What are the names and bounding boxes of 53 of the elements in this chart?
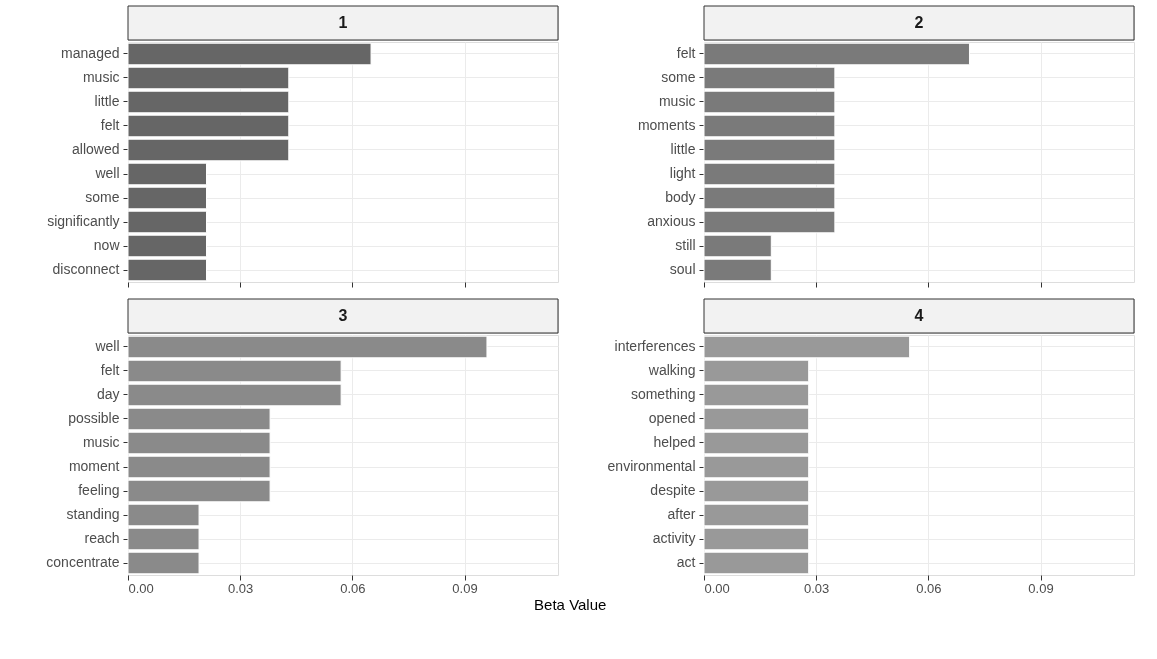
y-tick-label: standing: [66, 506, 120, 522]
y-tick-label: felt: [100, 362, 120, 378]
y-tick-label: interferences: [614, 338, 696, 354]
y-tick-label: music: [658, 93, 696, 109]
y-tick-label: reach: [84, 530, 120, 546]
y-tick-label: soul: [669, 261, 696, 277]
y-tick-label: after: [667, 506, 696, 522]
chart-title: 3: [338, 307, 348, 324]
x-tick-label: 0.09: [1028, 580, 1054, 596]
y-tick-label: act: [676, 554, 696, 570]
x-tick-label: 0.03: [228, 580, 254, 596]
y-tick-label: well: [94, 165, 120, 181]
x-tick-label: 0.00: [704, 580, 730, 596]
x-axis-title: Beta Value: [534, 595, 607, 613]
y-tick-label: despite: [650, 482, 696, 498]
y-tick-label: environmental: [607, 458, 696, 474]
y-tick-label: felt: [676, 45, 696, 61]
y-tick-label: moment: [68, 458, 120, 474]
chart-title: 2: [914, 14, 924, 31]
y-tick-label: feeling: [78, 482, 120, 498]
y-tick-label: significantly: [47, 213, 120, 229]
x-tick-label: 0.06: [340, 580, 366, 596]
y-tick-label: light: [669, 165, 696, 181]
y-tick-label: still: [675, 237, 696, 253]
chart-title: 1: [338, 14, 348, 31]
y-tick-label: music: [82, 434, 120, 450]
y-tick-label: body: [665, 189, 696, 205]
y-tick-label: managed: [61, 45, 120, 61]
y-tick-label: felt: [100, 117, 120, 133]
y-tick-label: opened: [648, 410, 696, 426]
y-tick-label: concentrate: [46, 554, 120, 570]
y-tick-label: some: [661, 69, 696, 85]
y-tick-label: something: [630, 386, 696, 402]
y-tick-label: moments: [637, 117, 696, 133]
x-tick-label: 0.00: [128, 580, 154, 596]
y-tick-label: anxious: [647, 213, 696, 229]
y-tick-label: activity: [652, 530, 696, 546]
y-tick-label: little: [670, 141, 696, 157]
y-tick-label: little: [94, 93, 120, 109]
y-tick-label: walking: [647, 362, 696, 378]
y-tick-label: possible: [68, 410, 120, 426]
y-tick-label: disconnect: [52, 261, 120, 277]
y-tick-label: music: [82, 69, 120, 85]
y-tick-label: allowed: [72, 141, 120, 157]
x-tick-label: 0.06: [916, 580, 942, 596]
y-tick-label: well: [94, 338, 120, 354]
y-tick-label: some: [85, 189, 120, 205]
y-tick-label: now: [93, 237, 121, 253]
x-tick-label: 0.03: [804, 580, 830, 596]
x-tick-label: 0.09: [452, 580, 478, 596]
y-tick-label: helped: [653, 434, 696, 450]
chart-title: 4: [914, 307, 924, 324]
y-tick-label: day: [96, 386, 120, 402]
